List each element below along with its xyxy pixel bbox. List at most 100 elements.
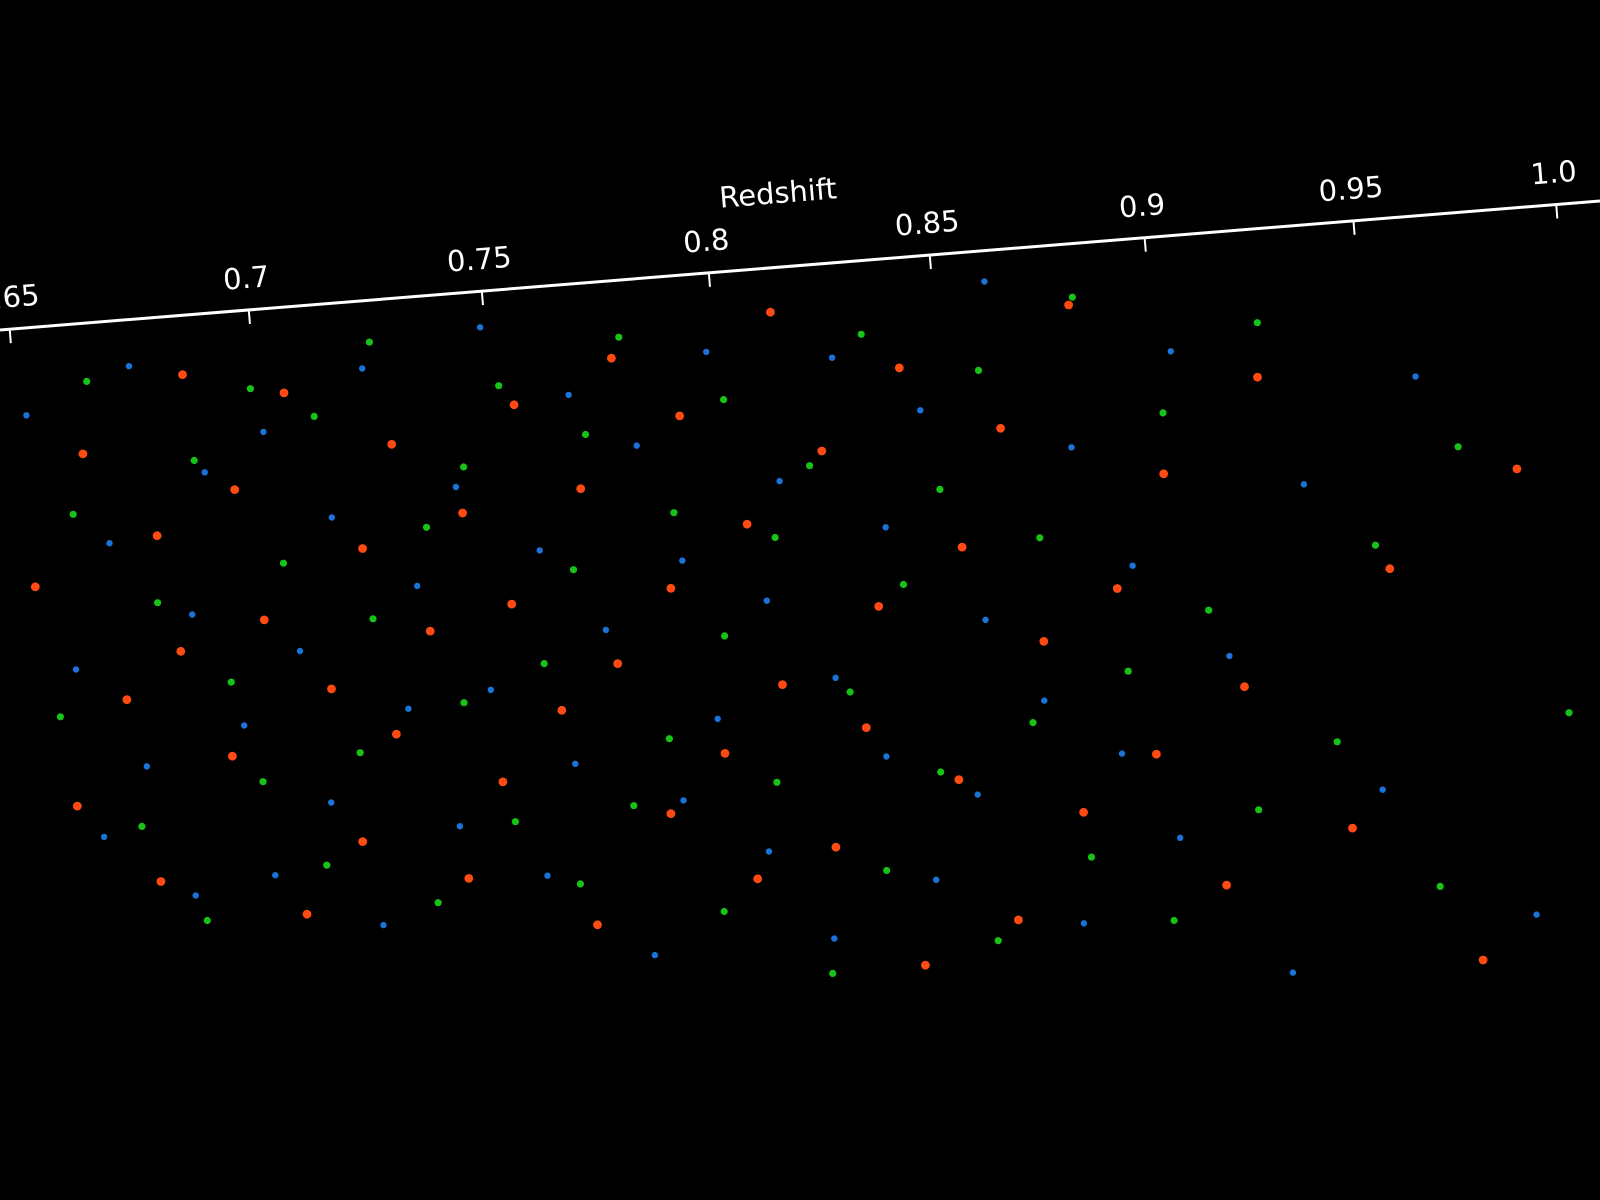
galaxy-point — [776, 477, 783, 485]
galaxy-point — [933, 876, 940, 883]
galaxy-point — [452, 483, 460, 491]
galaxy-point — [328, 514, 335, 521]
galaxy-point — [720, 907, 728, 916]
galaxy-point — [1454, 443, 1462, 451]
galaxy-point — [30, 582, 40, 592]
galaxy-point — [511, 818, 519, 826]
axis-line — [0, 199, 1600, 332]
galaxy-point — [1512, 464, 1522, 474]
galaxy-point — [829, 969, 837, 978]
galaxy-point — [806, 462, 814, 470]
galaxy-point — [831, 842, 841, 852]
galaxy-point — [1300, 481, 1308, 488]
galaxy-point — [358, 544, 367, 553]
tick-label: 0.75 — [446, 240, 513, 279]
galaxy-point — [607, 353, 616, 363]
galaxy-point — [882, 524, 889, 531]
galaxy-point — [861, 723, 871, 733]
galaxy-point — [1087, 853, 1096, 861]
galaxy-point — [178, 370, 187, 379]
galaxy-point — [569, 566, 578, 574]
galaxy-point — [680, 797, 687, 804]
galaxy-point — [125, 363, 133, 370]
galaxy-point — [507, 599, 517, 609]
galaxy-point — [714, 715, 721, 722]
galaxy-point — [565, 391, 572, 399]
galaxy-point — [771, 533, 779, 542]
galaxy-point — [176, 646, 186, 656]
galaxy-point — [296, 647, 304, 655]
tick-label: 0.7 — [222, 259, 271, 297]
galaxy-point — [358, 837, 368, 846]
galaxy-point — [1080, 920, 1088, 927]
galaxy-point — [633, 442, 640, 449]
galaxy-point — [1039, 637, 1049, 646]
galaxy-point — [327, 684, 336, 694]
galaxy-point — [613, 659, 623, 668]
tick-label: 0.8 — [682, 222, 731, 260]
galaxy-point — [201, 469, 208, 476]
galaxy-point — [1068, 293, 1076, 301]
galaxy-point — [630, 802, 638, 810]
galaxy-point — [1124, 667, 1132, 675]
galaxy-point — [857, 330, 865, 338]
galaxy-point — [310, 412, 318, 420]
galaxy-point — [572, 760, 579, 767]
galaxy-point — [828, 354, 836, 361]
galaxy-point — [981, 278, 988, 285]
galaxy-point — [666, 809, 676, 818]
galaxy-point — [766, 307, 775, 317]
galaxy-point — [1205, 606, 1213, 614]
galaxy-point — [23, 412, 30, 419]
galaxy-point — [679, 557, 686, 564]
galaxy-point — [1371, 541, 1380, 549]
galaxy-point — [651, 951, 659, 959]
galaxy-point — [1152, 749, 1161, 759]
galaxy-point — [557, 705, 567, 715]
galaxy-point — [666, 583, 676, 593]
galaxy-point — [831, 935, 838, 942]
galaxy-point — [106, 540, 113, 547]
galaxy-point — [1379, 786, 1386, 793]
galaxy-point — [1436, 882, 1444, 891]
galaxy-point — [917, 407, 924, 414]
galaxy-point — [593, 920, 602, 930]
galaxy-point — [246, 385, 254, 393]
galaxy-point — [498, 777, 508, 787]
galaxy-point — [1112, 584, 1122, 593]
galaxy-point — [230, 485, 240, 494]
galaxy-point — [192, 892, 199, 899]
galaxy-point — [1029, 719, 1037, 727]
galaxy-point — [460, 699, 468, 707]
galaxy-point — [392, 729, 401, 739]
galaxy-point — [100, 833, 108, 840]
galaxy-point — [227, 678, 235, 686]
galaxy-point — [832, 674, 839, 681]
galaxy-point — [476, 324, 484, 331]
galaxy-point — [1253, 319, 1261, 327]
tick-mark — [247, 309, 251, 324]
galaxy-point — [1129, 562, 1136, 569]
galaxy-point — [1478, 955, 1488, 965]
galaxy-point — [982, 616, 989, 623]
galaxy-point — [894, 363, 904, 373]
galaxy-point — [720, 749, 730, 758]
galaxy-point — [773, 778, 781, 786]
galaxy-point — [154, 599, 162, 607]
galaxy-point — [369, 615, 377, 623]
galaxy-point — [536, 547, 543, 554]
galaxy-point — [1333, 738, 1341, 746]
galaxy-point — [1222, 880, 1231, 890]
galaxy-point — [190, 456, 198, 465]
galaxy-point — [1064, 300, 1073, 310]
galaxy-point — [1253, 372, 1262, 382]
galaxy-point — [1079, 807, 1088, 817]
galaxy-point — [203, 916, 211, 925]
galaxy-point — [576, 880, 585, 888]
galaxy-point — [936, 485, 944, 493]
galaxy-point — [675, 411, 685, 421]
galaxy-point — [1565, 709, 1573, 717]
galaxy-point — [1226, 652, 1233, 660]
